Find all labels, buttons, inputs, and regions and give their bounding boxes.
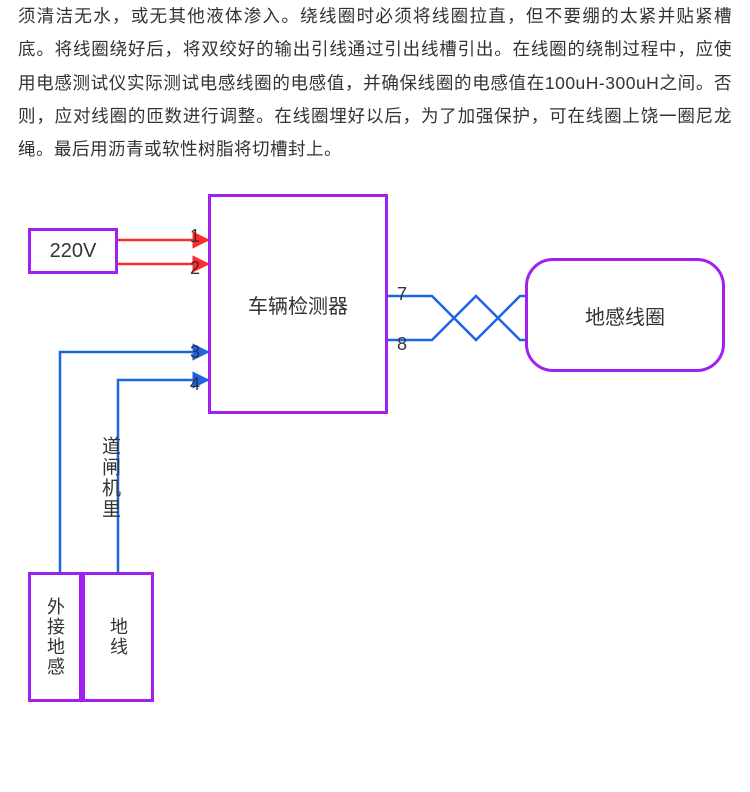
wiring-diagram: 220V 车辆检测器 地感线圈 外接地感 地线 道闸机里 1 2 3 4 7 8 xyxy=(0,166,750,736)
external-ground-sensor-box: 外接地感 xyxy=(28,572,82,702)
pin-1-label: 1 xyxy=(190,226,200,247)
pin-4-label: 4 xyxy=(190,374,200,395)
power-220v-box: 220V xyxy=(28,228,118,274)
vehicle-detector-box: 车辆检测器 xyxy=(208,194,388,414)
pin-8-label: 8 xyxy=(397,334,407,355)
ground-wire-box: 地线 xyxy=(82,572,154,702)
pin-7-label: 7 xyxy=(397,284,407,305)
description-paragraph: 须清洁无水，或无其他液体渗入。绕线圈时必须将线圈拉直，但不要绷的太紧并贴紧槽底。… xyxy=(0,0,750,166)
gate-inside-label: 道闸机里 xyxy=(96,436,123,520)
paragraph-text: 须清洁无水，或无其他液体渗入。绕线圈时必须将线圈拉直，但不要绷的太紧并贴紧槽底。… xyxy=(18,6,732,159)
pin-2-label: 2 xyxy=(190,258,200,279)
ground-coil-box: 地感线圈 xyxy=(525,258,725,372)
pin-3-label: 3 xyxy=(190,342,200,363)
